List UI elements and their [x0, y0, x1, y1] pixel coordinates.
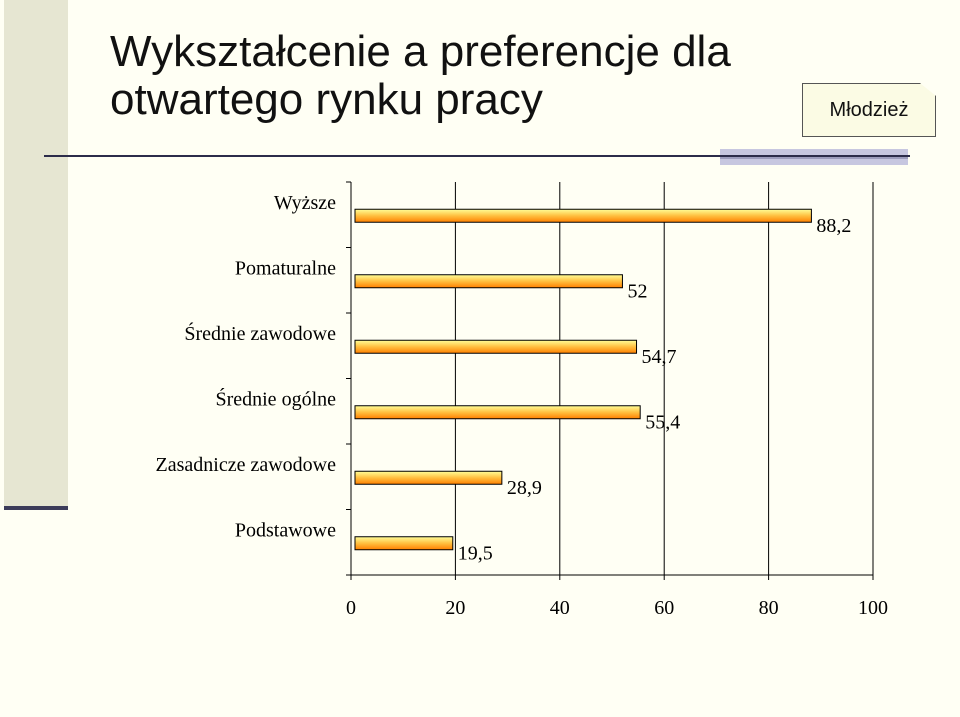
axes-layer	[346, 181, 874, 580]
category-label: Średnie ogólne	[215, 386, 336, 410]
bar	[354, 405, 641, 420]
bar	[354, 339, 638, 354]
title-rule-tab-line	[720, 156, 908, 159]
bars-layer	[354, 208, 812, 551]
x-tick-label: 100	[858, 597, 888, 619]
data-label: 28,9	[507, 477, 542, 499]
bar	[354, 274, 623, 289]
category-label: Zasadnicze zawodowe	[156, 454, 337, 476]
grid-layer	[454, 182, 874, 575]
bar	[354, 208, 812, 223]
x-tick-label: 60	[654, 597, 674, 619]
data-label: 55,4	[645, 411, 680, 433]
category-label: Wyższe	[274, 192, 336, 214]
audience-badge-label: Młodzież	[829, 98, 909, 121]
category-label: Pomaturalne	[235, 257, 336, 279]
title-rule	[44, 155, 910, 157]
data-label: 52	[627, 280, 647, 302]
audience-badge: Młodzież	[802, 83, 936, 137]
labels-layer: 0 20 40 60 80 100 Wyższe 88,2 Pomaturalne 52 Średn…	[156, 192, 888, 619]
bar	[354, 536, 454, 551]
x-tick-label: 80	[759, 597, 779, 619]
left-decor-band-edge	[4, 506, 68, 510]
left-decor-band	[4, 0, 68, 508]
category-label: Podstawowe	[235, 519, 336, 541]
data-label: 19,5	[458, 542, 493, 564]
category-label: Średnie zawodowe	[184, 321, 336, 345]
bar	[354, 470, 503, 485]
data-label: 54,7	[642, 346, 677, 368]
data-label: 88,2	[816, 215, 851, 237]
x-tick-label: 20	[445, 597, 465, 619]
x-tick-label: 40	[550, 597, 570, 619]
x-tick-label: 0	[346, 597, 356, 619]
slide-title: Wykształcenie a preferencje dla otwarteg…	[110, 27, 731, 124]
